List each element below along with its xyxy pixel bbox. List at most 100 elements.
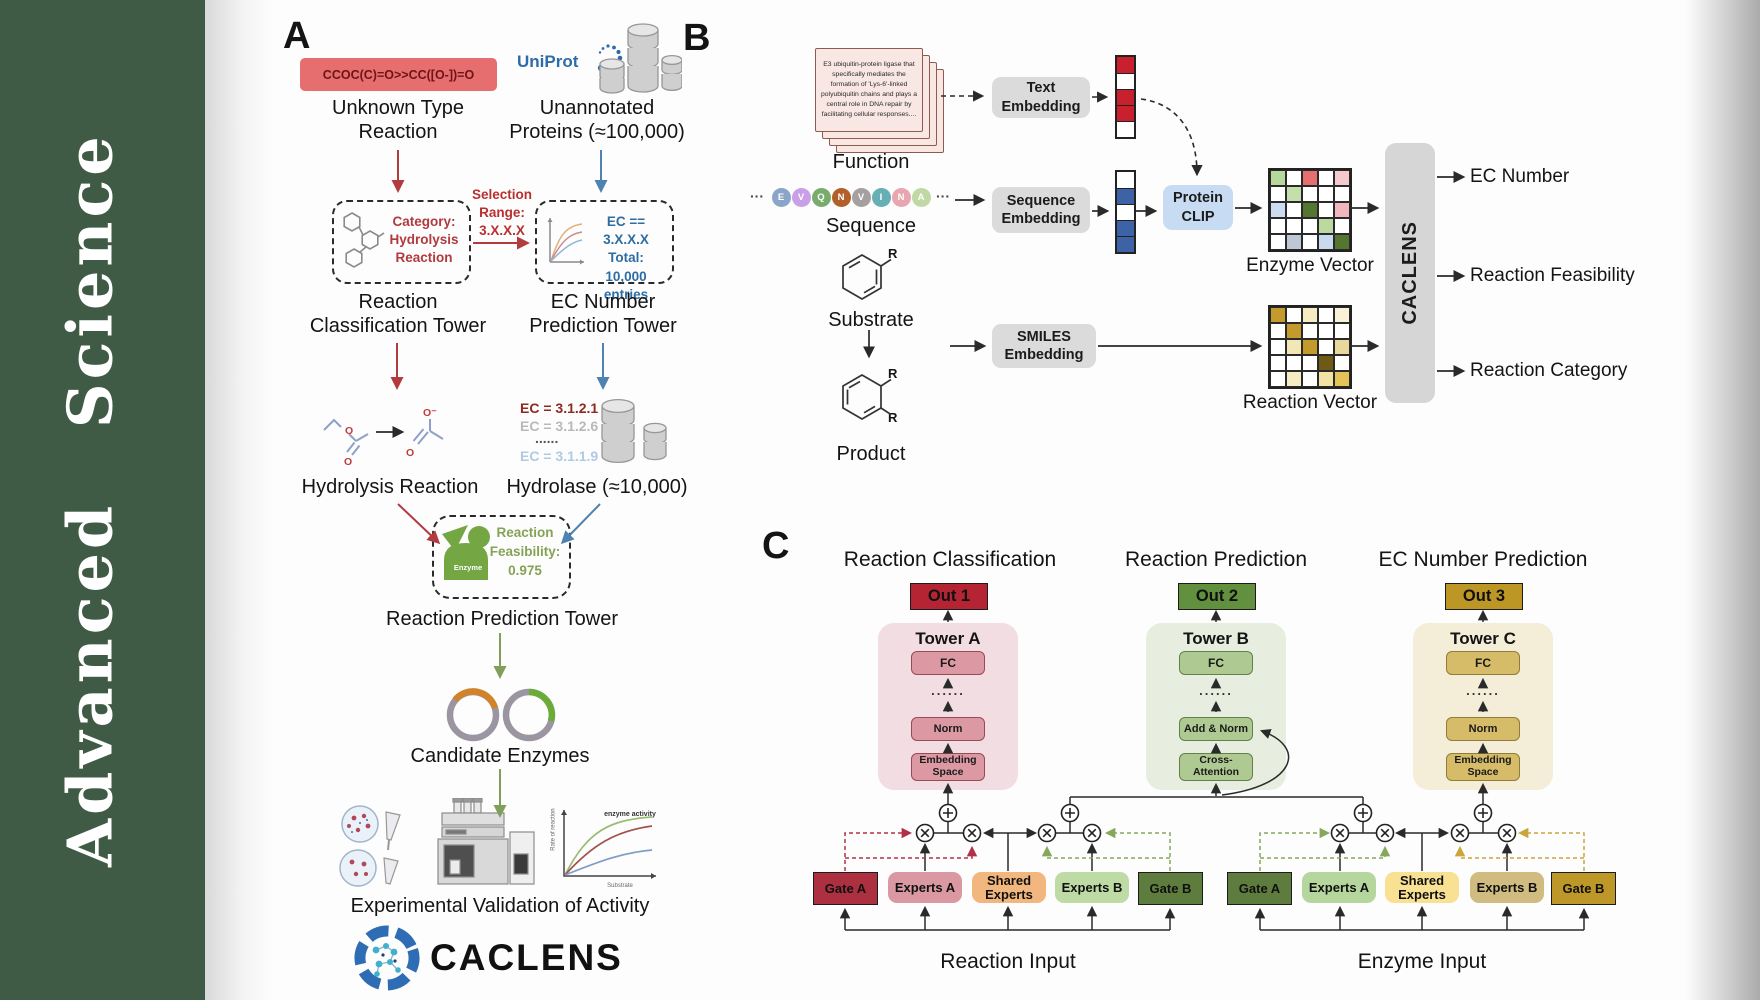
matrix-cell [1270, 355, 1286, 371]
matrix-cell [1318, 307, 1334, 323]
journal-sidebar: Advanced Science [0, 0, 205, 1000]
matrix-cell [1286, 323, 1302, 339]
matrix-cell [1302, 202, 1318, 218]
matrix-cell [1318, 355, 1334, 371]
matrix-cell [1334, 234, 1350, 250]
experts-b-right: Experts B [1470, 872, 1544, 903]
matrix-cell [1270, 371, 1286, 387]
category-hydrolysis-text: Category: Hydrolysis Reaction [389, 214, 459, 266]
product-label: Product [836, 443, 906, 465]
matrix-cell [1334, 339, 1350, 355]
product-r2-label: R [888, 410, 898, 425]
matrix-cell [1286, 339, 1302, 355]
vector-cell [1117, 73, 1134, 89]
shared-experts-right: Shared Experts [1385, 872, 1459, 903]
vector-cell [1117, 188, 1134, 204]
enzyme-icon-label: Enzyme [453, 563, 483, 572]
enzyme-vector-label: Enzyme Vector [1246, 255, 1374, 276]
vector-cell [1117, 121, 1134, 137]
residue-circle: Q [811, 188, 831, 207]
vector-cell [1117, 57, 1134, 73]
petri-dish-icon [339, 805, 401, 887]
matrix-cell [1286, 355, 1302, 371]
tower-c-dots: ...... [1466, 683, 1500, 698]
out3-box: Out 3 [1445, 583, 1523, 610]
caclens-logo-icon [354, 925, 420, 991]
text-embedding-box: Text Embedding [992, 77, 1090, 118]
shared-experts-left: Shared Experts [972, 872, 1046, 903]
ec-number-prediction-title: EC Number Prediction [1378, 548, 1588, 571]
matrix-cell [1302, 234, 1318, 250]
matrix-cell [1286, 234, 1302, 250]
unannotated-proteins-label: Unannotated Proteins (≈100,000) [509, 97, 685, 143]
vector-cell [1117, 236, 1134, 252]
residue-circle: N [831, 188, 851, 207]
molecule-sketch-icon [343, 212, 385, 268]
residue-circle: V [791, 188, 811, 207]
vector-cell [1117, 220, 1134, 236]
matrix-cell [1270, 307, 1286, 323]
output-reaction-category: Reaction Category [1470, 360, 1628, 381]
matrix-cell [1302, 218, 1318, 234]
out1-box: Out 1 [910, 583, 988, 610]
tower-b-title: Tower B [1183, 629, 1249, 648]
panel-a-label: A [283, 15, 311, 57]
ec-result-2: EC = 3.1.2.6 [520, 418, 599, 434]
matrix-cell [1286, 202, 1302, 218]
residue-circle: I [871, 188, 891, 207]
out2-box: Out 2 [1178, 583, 1256, 610]
matrix-cell [1334, 307, 1350, 323]
matrix-cell [1318, 371, 1334, 387]
substrate-label: Substrate [828, 309, 914, 331]
acetate-structure: O⁻ O [406, 407, 444, 459]
tower-c-title: Tower C [1450, 629, 1516, 648]
hydrolysis-reaction-label: Hydrolysis Reaction [301, 476, 479, 498]
sequence-ellipsis-left: ··· [750, 188, 764, 204]
tower-c-fc: FC [1446, 651, 1520, 675]
tower-a-title: Tower A [915, 629, 981, 648]
matrix-cell [1334, 202, 1350, 218]
kinetics-annotation: enzyme activity [604, 811, 656, 818]
ester-structure: O O [323, 418, 369, 468]
matrix-cell [1334, 371, 1350, 387]
kinetics-ylabel: Rate of reaction [550, 808, 557, 851]
gate-b-left: Gate B [1138, 872, 1203, 905]
vector-cell [1117, 89, 1134, 105]
reaction-vector-matrix [1268, 305, 1352, 389]
right-page-gradient [1686, 0, 1760, 1000]
acetate-o: O [406, 447, 414, 459]
matrix-cell [1302, 323, 1318, 339]
substrate-r-label: R [888, 246, 898, 261]
reaction-feasibility-box [432, 515, 571, 599]
matrix-cell [1334, 355, 1350, 371]
product-r1-label: R [888, 366, 898, 381]
caclens-logo-text: CACLENS [430, 937, 623, 978]
matrix-cell [1302, 170, 1318, 186]
matrix-cell [1318, 323, 1334, 339]
matrix-cell [1286, 371, 1302, 387]
matrix-cell [1302, 355, 1318, 371]
journal-title: Advanced Science [53, 132, 127, 868]
enzyme-icon [442, 525, 490, 580]
function-card-text: E3 ubiquitin-protein ligase that specifi… [821, 61, 917, 118]
tower-c-norm: Norm [1446, 717, 1520, 741]
output-reaction-feasibility: Reaction Feasibility [1470, 265, 1635, 286]
matrix-cell [1270, 186, 1286, 202]
matrix-cell [1270, 339, 1286, 355]
curves-mini-plot-icon [547, 218, 584, 265]
function-label: Function [832, 151, 910, 173]
sequence-label: Sequence [825, 215, 917, 237]
kinetics-graph-icon [561, 810, 656, 879]
gate-a-right: Gate A [1227, 872, 1292, 905]
matrix-cell [1318, 186, 1334, 202]
protein-clip-box: Protein CLIP [1163, 185, 1233, 230]
ester-o2: O [344, 456, 352, 468]
ec-result-3: EC = 3.1.1.9 [520, 448, 599, 464]
unknown-type-reaction-label: Unknown Type Reaction [332, 97, 464, 143]
panel-b-arrows [863, 90, 1466, 377]
matrix-cell [1334, 170, 1350, 186]
matrix-cell [1318, 339, 1334, 355]
hplc-instrument-icon [437, 798, 535, 885]
smiles-reaction-box: CCOC(C)=O>>CC([O-])=O [300, 58, 497, 91]
tower-b-dots: ...... [1199, 683, 1233, 698]
